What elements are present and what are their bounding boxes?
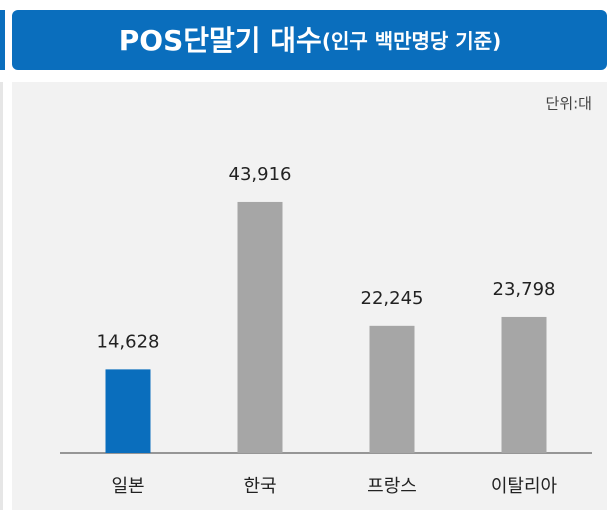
value-label: 23,798 xyxy=(493,279,556,300)
x-tick-label: 한국 xyxy=(243,476,276,497)
chart-title: POS단말기 대수 xyxy=(119,24,322,57)
x-tick-label: 일본 xyxy=(111,476,144,497)
value-label: 14,628 xyxy=(97,331,160,352)
bar xyxy=(105,369,151,453)
title-bar xyxy=(12,10,607,70)
x-tick-label: 프랑스 xyxy=(367,476,417,497)
bar xyxy=(501,316,547,453)
chart-title-note: (인구 백만명당 기준) xyxy=(322,29,501,53)
x-tick-label: 이탈리아 xyxy=(491,476,558,497)
bar xyxy=(237,201,283,453)
neighbor-panel xyxy=(0,10,5,70)
value-label: 22,245 xyxy=(361,288,424,309)
chart-title-group: POS단말기 대수(인구 백만명당 기준) xyxy=(119,24,501,57)
neighbor-panel xyxy=(0,82,3,510)
bar xyxy=(369,325,415,453)
value-label: 43,916 xyxy=(229,164,292,185)
unit-label: 단위:대 xyxy=(546,95,592,113)
